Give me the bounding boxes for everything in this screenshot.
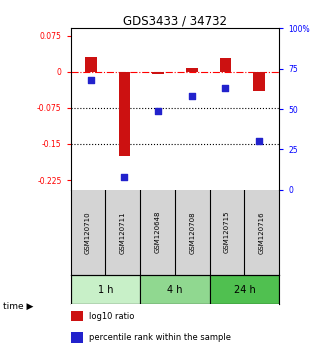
Text: GSM120648: GSM120648 <box>154 211 160 253</box>
Bar <box>186 68 198 72</box>
Text: log10 ratio: log10 ratio <box>89 312 135 321</box>
Point <box>189 93 194 99</box>
Point <box>223 85 228 91</box>
Text: 4 h: 4 h <box>167 285 183 295</box>
Point <box>122 174 127 180</box>
Text: GSM120711: GSM120711 <box>120 211 126 253</box>
Bar <box>220 58 231 72</box>
Text: 24 h: 24 h <box>234 285 256 295</box>
Point <box>88 77 93 83</box>
Bar <box>140 275 210 304</box>
Title: GDS3433 / 34732: GDS3433 / 34732 <box>123 14 227 27</box>
Bar <box>71 332 83 343</box>
Text: GSM120708: GSM120708 <box>189 211 195 253</box>
Bar <box>210 275 279 304</box>
Text: percentile rank within the sample: percentile rank within the sample <box>89 333 231 342</box>
Point <box>156 108 161 114</box>
Point <box>256 138 262 144</box>
Bar <box>71 311 83 321</box>
Text: GSM120716: GSM120716 <box>259 211 265 253</box>
Bar <box>152 72 164 74</box>
Bar <box>85 57 97 72</box>
Bar <box>118 72 130 156</box>
Bar <box>71 275 140 304</box>
Text: 1 h: 1 h <box>98 285 113 295</box>
Text: GSM120710: GSM120710 <box>85 211 91 253</box>
Text: GSM120715: GSM120715 <box>224 211 230 253</box>
Bar <box>253 72 265 91</box>
Text: time ▶: time ▶ <box>3 302 34 311</box>
